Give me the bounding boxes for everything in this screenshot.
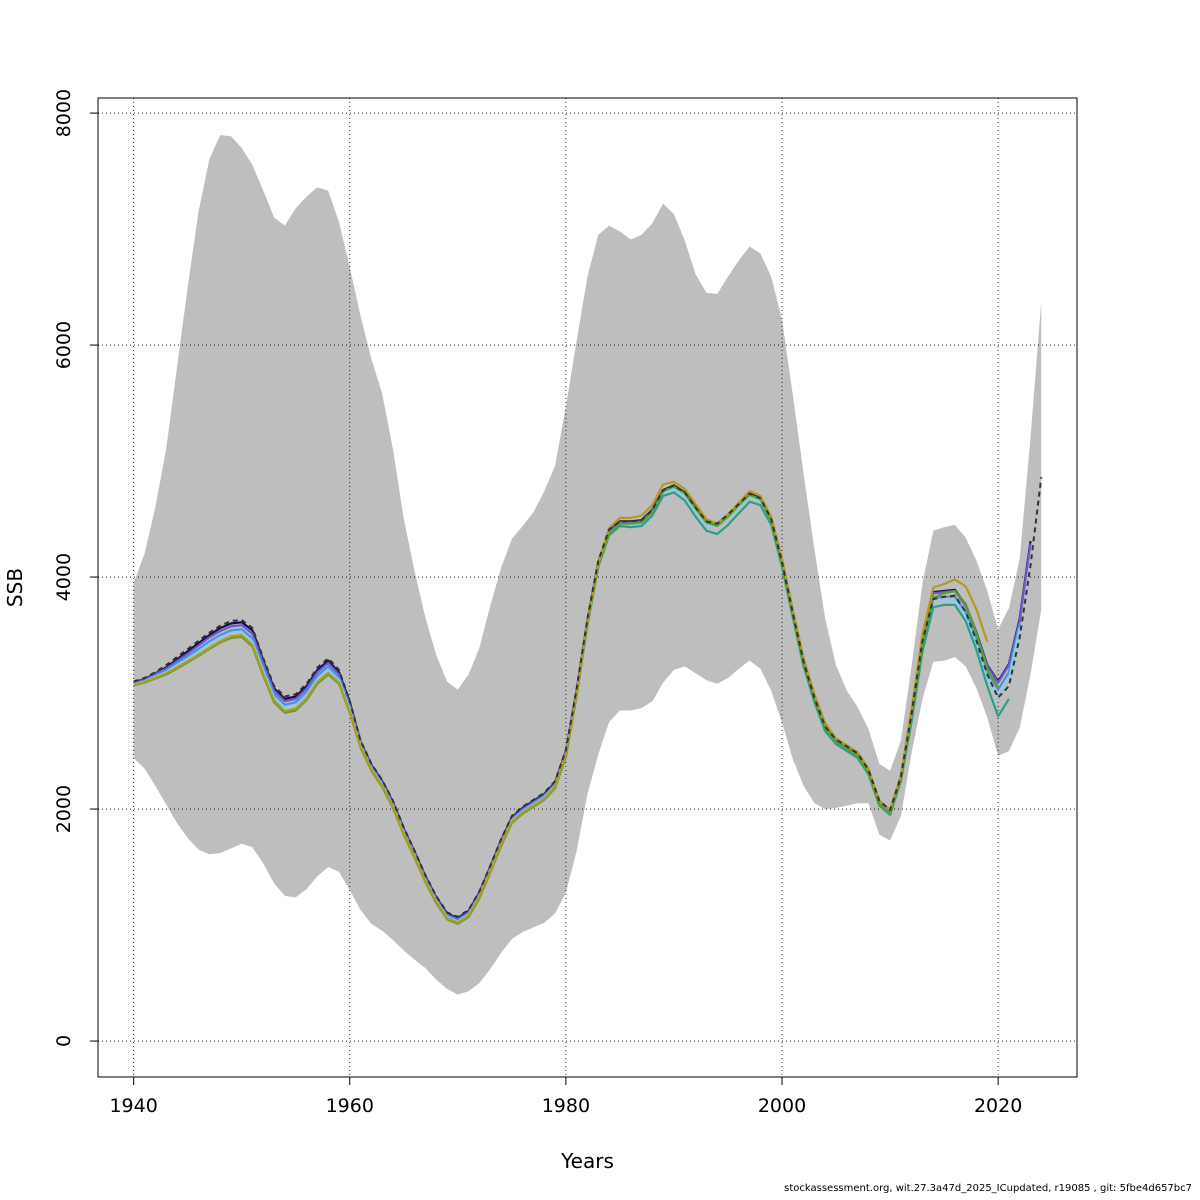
x-tick-label: 1960 bbox=[326, 1095, 374, 1117]
y-axis-title: SSB bbox=[3, 568, 27, 607]
series-line-8 bbox=[133, 477, 1043, 918]
y-tick-label: 6000 bbox=[53, 321, 75, 369]
series-layer bbox=[133, 477, 1043, 926]
y-tick-label: 8000 bbox=[53, 89, 75, 137]
x-tick-label: 2020 bbox=[974, 1095, 1022, 1117]
x-tick-label: 2000 bbox=[758, 1095, 806, 1117]
series-line-7 bbox=[133, 480, 989, 924]
axis-layer: 1940 1960 1980 2000 2020 0 2000 4000 6000 8000 bbox=[53, 89, 1022, 1117]
y-tick-label: 2000 bbox=[53, 785, 75, 833]
footer-credit: stockassessment.org, wit.27.3a47d_2025_I… bbox=[784, 1183, 1192, 1194]
x-axis-title: Years bbox=[560, 1149, 614, 1173]
y-tick-label: 0 bbox=[53, 1035, 75, 1047]
confidence-band-layer bbox=[133, 135, 1042, 995]
x-tick-label: 1940 bbox=[109, 1095, 157, 1117]
y-tick-label: 4000 bbox=[53, 553, 75, 601]
confidence-band bbox=[133, 135, 1042, 995]
x-tick-label: 1980 bbox=[542, 1095, 590, 1117]
